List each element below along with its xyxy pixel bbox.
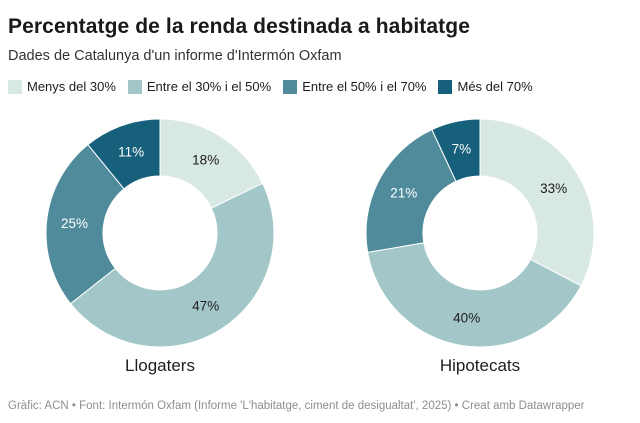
slice-value-label: 7% — [452, 142, 472, 157]
footer-attribution: Gràfic: ACN • Font: Intermón Oxfam (Info… — [8, 400, 585, 412]
pie-slice-llogaters-3 — [87, 118, 161, 190]
slice-value-label: 33% — [540, 181, 567, 196]
legend-item-3: Més del 70% — [438, 79, 533, 95]
pie-slice-hipotecats-1 — [367, 242, 582, 348]
slice-value-label: 25% — [61, 216, 88, 231]
charts-row: 18% 47% 25% 11% Llogaters 33% 40% 21% 7% Hipot… — [0, 115, 640, 377]
legend-swatch-icon — [438, 80, 453, 94]
pie-slice-hipotecats-3 — [431, 118, 481, 182]
chart-caption-hipotecats: Hipotecats — [439, 356, 521, 375]
page-title: Percentatge de la renda destinada a habi… — [8, 15, 470, 38]
legend-label: Entre el 50% i el 70% — [302, 79, 427, 94]
slice-value-label: 18% — [192, 153, 219, 168]
chart-header: Percentatge de la renda destinada a habi… — [0, 0, 640, 66]
legend-swatch-icon — [8, 80, 22, 94]
legend-label: Més del 70% — [457, 79, 533, 94]
slice-value-label: 47% — [192, 298, 219, 313]
legend-swatch-icon — [127, 80, 142, 94]
legend-item-2: Entre el 50% i el 70% — [283, 79, 426, 95]
pie-slice-hipotecats-0 — [479, 118, 595, 287]
donut-llogaters-svg: 18% 47% 25% 11% — [45, 118, 275, 348]
pie-slice-llogaters-2 — [45, 144, 125, 305]
slice-value-label: 11% — [118, 145, 144, 160]
legend-label: Entre el 30% i el 50% — [146, 79, 272, 94]
legend: Menys del 30% Entre el 30% i el 50% Entre … — [8, 79, 632, 95]
pie-slice-llogaters-1 — [70, 182, 275, 348]
donut-hipotecats-svg: 33% 40% 21% 7% — [365, 118, 595, 348]
chart-subtitle: Dades de Catalunya d'un informe d'Interm… — [8, 48, 342, 64]
legend-label: Menys del 30% — [27, 79, 116, 94]
pie-slice-hipotecats-2 — [365, 129, 457, 253]
slice-value-label: 21% — [390, 186, 417, 201]
chart-caption-llogaters: Llogaters — [125, 356, 195, 375]
legend-item-0: Menys del 30% — [8, 79, 116, 95]
legend-item-1: Entre el 30% i el 50% — [127, 79, 272, 95]
donut-chart-hipotecats: 33% 40% 21% 7% Hipotecats — [320, 115, 640, 377]
donut-chart-llogaters: 18% 47% 25% 11% Llogaters — [0, 115, 320, 377]
slice-value-label: 40% — [453, 311, 480, 326]
legend-swatch-icon — [283, 80, 298, 94]
